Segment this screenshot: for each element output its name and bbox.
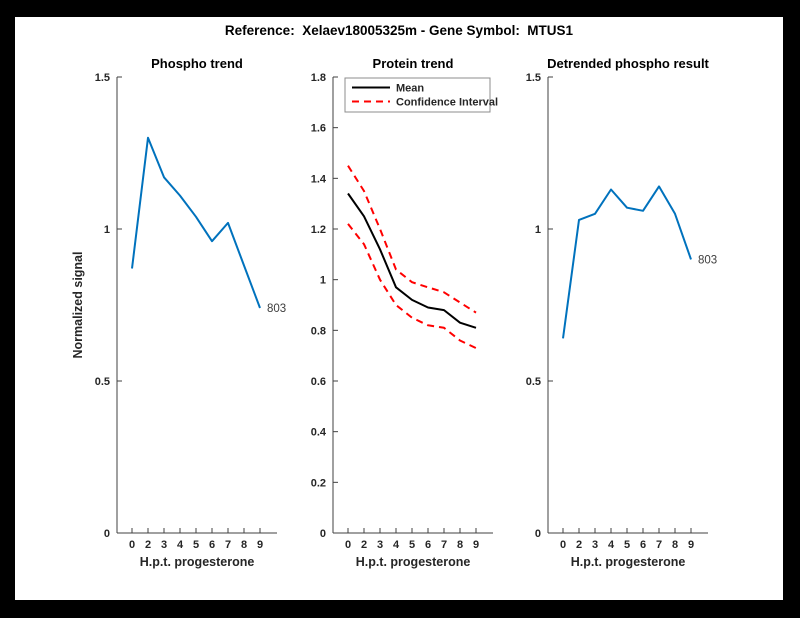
x-tick-label: 8 xyxy=(457,539,463,551)
series-end-label: 803 xyxy=(698,254,717,266)
y-tick-label: 0.6 xyxy=(311,376,326,388)
figure-title: Reference: Xelaev18005325m - Gene Symbol… xyxy=(224,23,574,38)
x-tick-label: 7 xyxy=(656,539,662,551)
x-tick-label: 6 xyxy=(640,539,646,551)
y-tick-label: 1.5 xyxy=(526,72,541,84)
x-tick-label: 6 xyxy=(209,539,215,551)
x-tick-label: 3 xyxy=(592,539,598,551)
x-tick-label: 3 xyxy=(161,539,167,551)
series-line-phospho-signal xyxy=(131,136,261,309)
y-tick-label: 0 xyxy=(320,528,326,540)
legend-box xyxy=(344,77,491,113)
y-tick-label: 1.5 xyxy=(95,72,110,84)
legend-label: Confidence Interval xyxy=(396,97,498,109)
chart-phospho-trend: Phospho trend 0 0.5 1 1.5 0 2 3 4 5 6 7 8 9 H.p.t. pro… xyxy=(52,55,322,600)
y-tick-label: 0.2 xyxy=(311,477,326,489)
x-tick-label: 3 xyxy=(377,539,383,551)
x-tick-label: 4 xyxy=(393,539,400,551)
y-tick-label: 0 xyxy=(104,528,110,540)
x-tick-label: 4 xyxy=(608,539,615,551)
y-tick-label: 0.4 xyxy=(311,427,327,439)
series-end-label: 803 xyxy=(267,303,286,315)
y-tick-label: 0.5 xyxy=(95,376,110,388)
series-line-confidence-interval-upper xyxy=(347,165,477,314)
x-tick-label: 4 xyxy=(177,539,184,551)
x-tick-label: 2 xyxy=(576,539,582,551)
chart-protein-trend: Protein trend 0 0.2 0.4 0.6 0.8 1 1.2 1.4 1.6 1.8 0… xyxy=(268,55,538,600)
y-axis-label: Normalized signal xyxy=(71,252,85,359)
x-tick-label: 2 xyxy=(145,539,151,551)
x-tick-label: 0 xyxy=(129,539,135,551)
y-tick-label: 1.2 xyxy=(311,224,326,236)
chart-svg: Protein trend 0 0.2 0.4 0.6 0.8 1 1.2 1.4 1.6 1.8 0… xyxy=(311,56,498,569)
x-tick-label: 0 xyxy=(345,539,351,551)
x-axis-label: H.p.t. progesterone xyxy=(571,555,686,569)
legend-label: Mean xyxy=(396,83,424,95)
chart-title: Phospho trend xyxy=(151,56,243,71)
x-tick-label: 5 xyxy=(624,539,630,551)
y-tick-label: 0.8 xyxy=(311,325,326,337)
x-tick-label: 0 xyxy=(560,539,566,551)
chart-title: Protein trend xyxy=(373,56,454,71)
x-tick-label: 9 xyxy=(688,539,694,551)
y-tick-label: 1 xyxy=(320,275,326,287)
y-tick-label: 0.5 xyxy=(526,376,541,388)
chart-title: Detrended phospho result xyxy=(547,56,709,71)
y-tick-label: 1 xyxy=(535,224,541,236)
x-tick-label: 2 xyxy=(361,539,367,551)
x-tick-label: 7 xyxy=(225,539,231,551)
y-tick-label: 1.6 xyxy=(311,123,326,135)
y-tick-label: 1 xyxy=(104,224,110,236)
series-line-detrended-phospho-signal xyxy=(562,185,692,339)
x-tick-label: 6 xyxy=(425,539,431,551)
x-tick-label: 5 xyxy=(193,539,199,551)
y-tick-label: 1.8 xyxy=(311,72,326,84)
y-tick-label: 0 xyxy=(535,528,541,540)
x-tick-label: 8 xyxy=(672,539,678,551)
series-line-mean xyxy=(347,192,477,329)
x-tick-label: 5 xyxy=(409,539,415,551)
x-tick-label: 9 xyxy=(257,539,263,551)
x-tick-label: 9 xyxy=(473,539,479,551)
x-tick-label: 8 xyxy=(241,539,247,551)
x-tick-label: 7 xyxy=(441,539,447,551)
x-axis-label: H.p.t. progesterone xyxy=(356,555,471,569)
series-line-confidence-interval-lower xyxy=(347,223,477,350)
figure-canvas: Reference: Xelaev18005325m - Gene Symbol… xyxy=(15,17,783,600)
y-tick-label: 1.4 xyxy=(311,173,327,185)
legend: Mean Confidence Interval xyxy=(344,77,498,113)
chart-detrended-phospho-result: Detrended phospho result 0 0.5 1 1.5 0 2 3 4 5 6 7 8… xyxy=(483,55,753,600)
x-axis-label: H.p.t. progesterone xyxy=(140,555,255,569)
